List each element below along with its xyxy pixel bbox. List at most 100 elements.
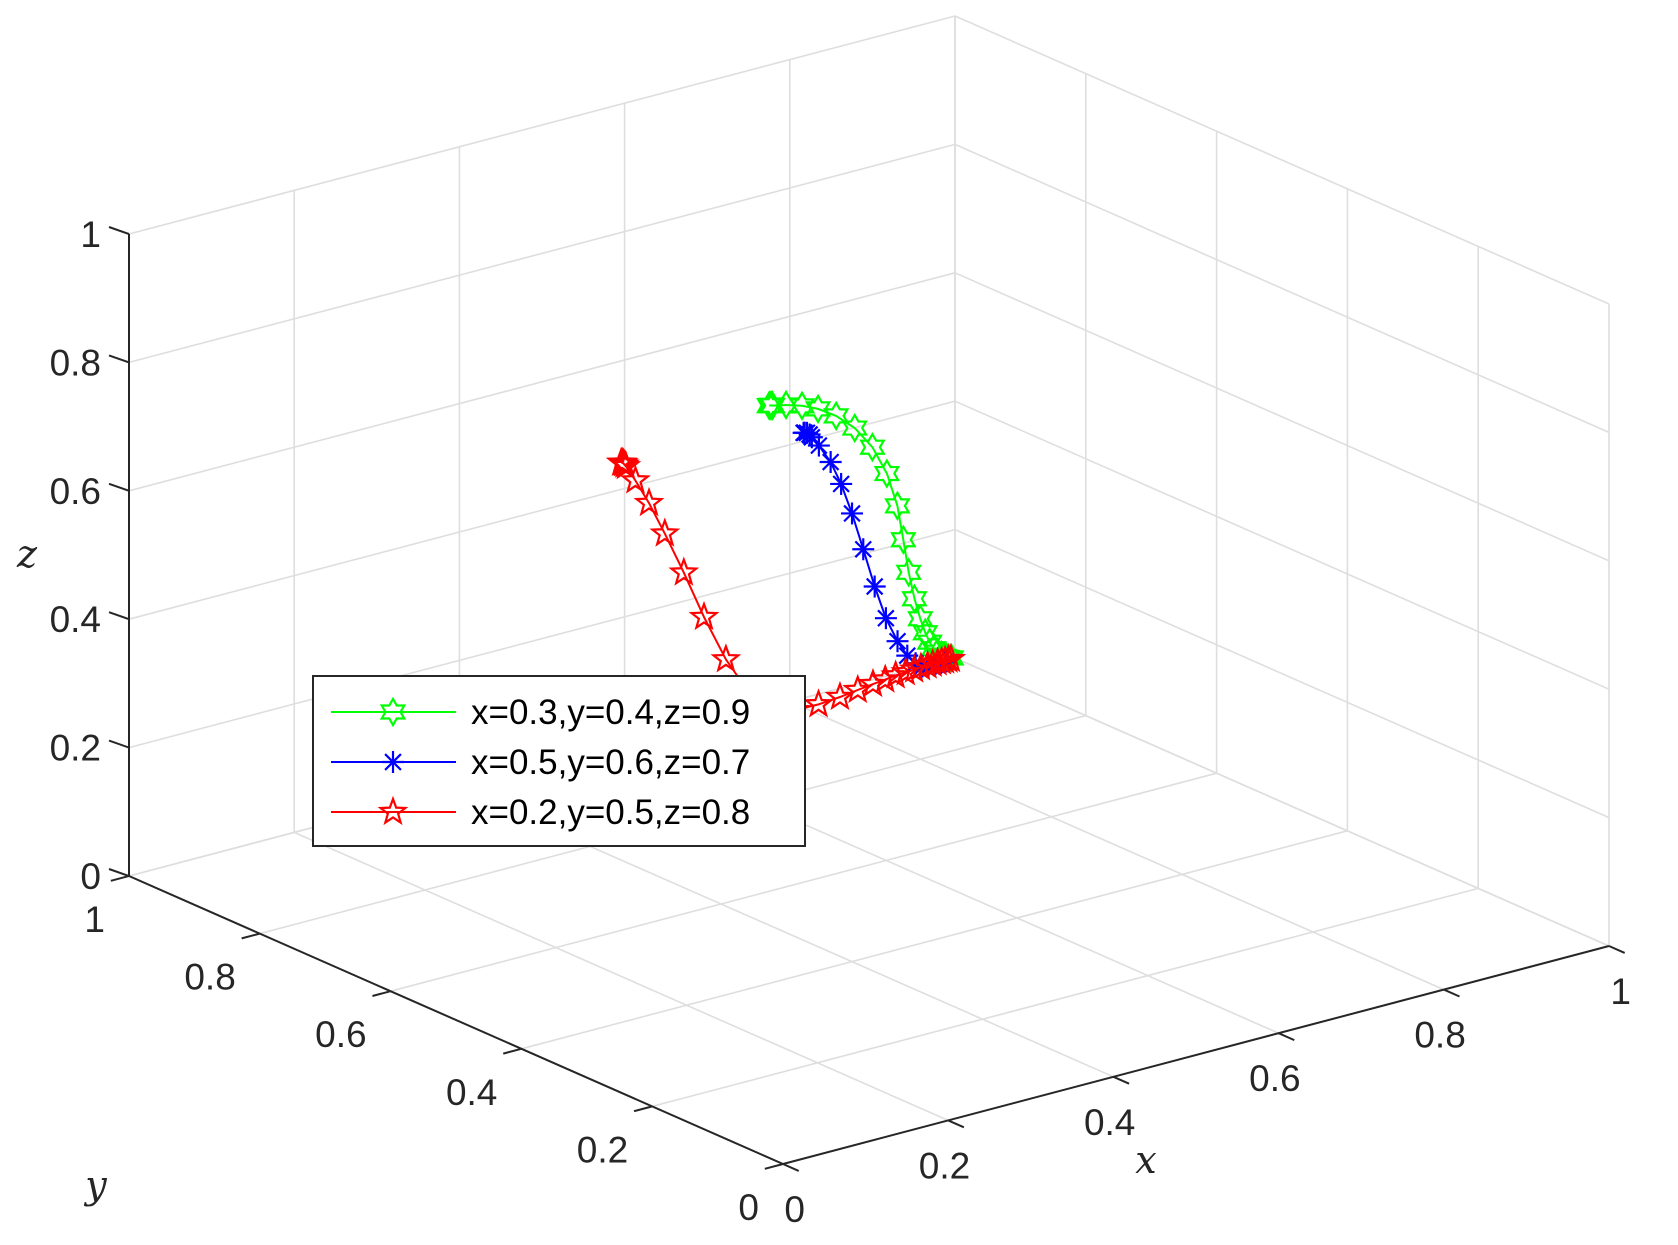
z-tick-label: 0.4 bbox=[50, 599, 101, 640]
x-axis-label: x bbox=[1135, 1138, 1156, 1182]
data-point-marker bbox=[609, 448, 640, 478]
grid-line bbox=[128, 143, 956, 364]
data-point-marker bbox=[874, 607, 897, 630]
data-point-marker bbox=[895, 557, 922, 588]
series-1 bbox=[756, 389, 965, 674]
y-tick-label: 0.8 bbox=[184, 957, 235, 998]
x-tick-mark bbox=[947, 1119, 965, 1129]
series-3 bbox=[605, 446, 967, 724]
data-point-marker bbox=[884, 490, 911, 522]
y-tick-mark bbox=[633, 1105, 653, 1113]
y-tick-mark bbox=[372, 990, 391, 997]
data-point-marker bbox=[788, 390, 816, 422]
x-tick-mark bbox=[1443, 988, 1460, 998]
grid-line bbox=[128, 272, 956, 492]
y-tick-label: 0.2 bbox=[577, 1129, 628, 1170]
data-point-marker bbox=[668, 556, 700, 586]
legend: x=0.3,y=0.4,z=0.9 x=0.5,y=0.6,z=0.7 x=0.2,… bbox=[312, 675, 806, 847]
data-point-marker bbox=[607, 447, 639, 477]
x-tick-mark bbox=[1112, 1075, 1130, 1085]
x-tick-mark bbox=[1608, 945, 1626, 954]
x-tick-mark bbox=[782, 1163, 800, 1172]
grid-line bbox=[954, 143, 1610, 434]
data-point-marker bbox=[803, 688, 834, 718]
data-point-marker bbox=[841, 502, 864, 525]
data-point-marker bbox=[852, 538, 875, 561]
grid-line bbox=[128, 15, 956, 235]
data-point-marker bbox=[857, 667, 889, 698]
z-axis-label: z bbox=[16, 532, 38, 576]
data-point-marker bbox=[710, 643, 742, 673]
data-point-marker bbox=[822, 400, 850, 432]
axes bbox=[108, 226, 1626, 1172]
legend-label: x=0.5,y=0.6,z=0.7 bbox=[471, 743, 750, 782]
data-point-marker bbox=[819, 451, 842, 474]
z-tick-mark bbox=[108, 739, 130, 749]
data-point-marker bbox=[688, 600, 720, 631]
y-tick-label: 0 bbox=[738, 1187, 759, 1228]
y-tick-mark bbox=[241, 932, 261, 940]
x-tick-label: 0.2 bbox=[919, 1145, 970, 1186]
z-tick-mark bbox=[108, 354, 130, 364]
data-point-marker bbox=[869, 663, 901, 693]
grid-line bbox=[954, 528, 1610, 819]
x-axis-line bbox=[782, 945, 1610, 1165]
data-point-marker bbox=[880, 659, 912, 689]
data-point-marker bbox=[830, 472, 853, 495]
z-tick-label: 0.2 bbox=[50, 728, 101, 769]
z-tick-mark bbox=[108, 482, 130, 492]
data-point-marker bbox=[907, 603, 934, 634]
data-point-marker bbox=[873, 458, 901, 489]
y-tick-label: 0.4 bbox=[446, 1072, 497, 1113]
y-tick-label: 0.6 bbox=[315, 1014, 366, 1055]
data-point-marker bbox=[890, 524, 917, 555]
y-tick-mark bbox=[502, 1047, 522, 1055]
legend-label: x=0.2,y=0.5,z=0.8 bbox=[471, 793, 750, 832]
tick-labels: 00.20.40.60.8100.20.40.60.8100.20.40.60.… bbox=[16, 214, 1631, 1230]
y-tick-mark bbox=[764, 1163, 784, 1170]
grid-line bbox=[954, 15, 1610, 305]
grid-lines bbox=[128, 15, 1610, 1165]
grid-line bbox=[128, 400, 956, 620]
series bbox=[605, 389, 967, 724]
grid-line bbox=[954, 272, 1610, 562]
grid-line bbox=[293, 831, 949, 1122]
data-point-marker bbox=[620, 464, 651, 494]
z-tick-mark bbox=[108, 868, 130, 877]
y-tick-mark bbox=[110, 875, 130, 882]
data-point-marker bbox=[886, 630, 909, 653]
data-point-marker bbox=[610, 450, 642, 480]
y-axis-label: y bbox=[83, 1163, 107, 1207]
data-point-marker bbox=[859, 432, 886, 463]
grid-line bbox=[954, 400, 1610, 690]
grid-line bbox=[789, 700, 1445, 991]
data-point-marker bbox=[649, 517, 681, 547]
grid-line bbox=[651, 887, 1479, 1108]
legend-swatch-marker bbox=[379, 696, 407, 728]
data-point-marker bbox=[912, 649, 943, 679]
data-point-marker bbox=[935, 642, 967, 673]
data-point-marker bbox=[804, 393, 832, 425]
grid-line bbox=[521, 830, 1348, 1050]
data-point-marker bbox=[633, 486, 665, 517]
grid-line bbox=[128, 528, 956, 749]
x-tick-label: 0.4 bbox=[1084, 1102, 1135, 1143]
legend-label: x=0.3,y=0.4,z=0.9 bbox=[471, 693, 750, 732]
z-tick-mark bbox=[108, 226, 130, 235]
z-tick-label: 0 bbox=[80, 856, 101, 897]
grid-line bbox=[390, 772, 1217, 992]
x-tick-label: 1 bbox=[1610, 971, 1631, 1012]
y-tick-label: 1 bbox=[84, 899, 105, 940]
legend-entry: x=0.2,y=0.5,z=0.8 bbox=[331, 793, 750, 832]
x-tick-label: 0.8 bbox=[1414, 1015, 1465, 1056]
data-point-marker bbox=[759, 390, 786, 421]
legend-entry: x=0.5,y=0.6,z=0.7 bbox=[331, 743, 750, 782]
data-point-marker bbox=[807, 434, 830, 457]
legend-entry: x=0.3,y=0.4,z=0.9 bbox=[331, 693, 750, 732]
data-point-marker bbox=[824, 680, 856, 711]
z-tick-label: 0.6 bbox=[50, 471, 101, 512]
data-point-marker bbox=[841, 412, 868, 444]
x-tick-label: 0 bbox=[784, 1189, 805, 1230]
y-axis-line bbox=[128, 875, 784, 1165]
